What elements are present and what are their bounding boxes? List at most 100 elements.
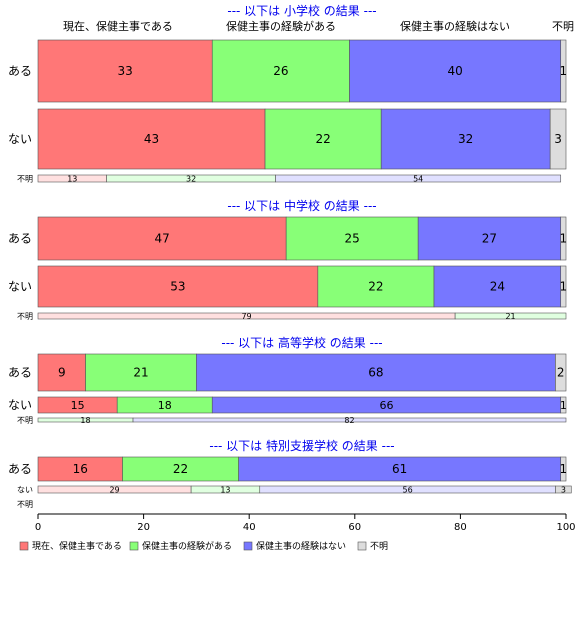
bar-segment [549, 108, 567, 170]
legend-swatch [129, 541, 139, 551]
bar-segment [85, 353, 197, 392]
data-label: 29 [109, 485, 119, 494]
row-label: ない [8, 132, 32, 146]
bar-segment [433, 265, 562, 308]
data-label: 1 [560, 399, 567, 412]
data-label: 66 [379, 399, 393, 412]
bar-segment [555, 485, 572, 494]
bar-segment [380, 108, 551, 170]
data-label: 26 [273, 64, 288, 78]
data-label: 82 [344, 416, 354, 425]
bar-segment [122, 456, 239, 482]
column-header-2: 保健主事の経験はない [400, 19, 510, 33]
bar-segment [560, 396, 567, 414]
x-tick-label: 100 [556, 522, 575, 533]
data-label: 61 [392, 462, 407, 476]
row-label: 不明 [17, 312, 33, 321]
legend-label: 現在、保健主事である [32, 540, 122, 552]
bar-segment [317, 265, 435, 308]
data-label: 43 [144, 132, 159, 146]
legend-label: 保健主事の経験がある [142, 540, 232, 552]
legend-swatch [19, 541, 29, 551]
data-label: 40 [447, 64, 462, 78]
data-label: 53 [170, 280, 185, 294]
bar-segment [560, 456, 567, 482]
bar-segment [285, 216, 419, 261]
bar-segment [560, 265, 567, 308]
bar-segment [238, 456, 562, 482]
bar-segment [37, 353, 86, 392]
row-label: ある [8, 64, 32, 78]
row-label: ある [8, 366, 32, 380]
data-label: 32 [186, 174, 196, 183]
x-tick-label: 20 [137, 522, 150, 533]
bar-segment [275, 174, 562, 183]
panel-title: --- 以下は 高等学校 の結果 --- [221, 335, 382, 350]
row-label: 不明 [17, 175, 33, 184]
data-label: 21 [133, 366, 148, 380]
x-tick-label: 60 [348, 522, 361, 533]
data-label: 33 [117, 64, 132, 78]
data-label: 1 [560, 462, 568, 476]
data-label: 18 [158, 399, 172, 412]
x-tick-label: 0 [35, 522, 41, 533]
data-label: 47 [154, 232, 169, 246]
bar-segment [417, 216, 562, 261]
column-header-3: 不明 [552, 20, 574, 33]
x-tick-label: 80 [454, 522, 467, 533]
data-label: 27 [482, 232, 497, 246]
panel-title: --- 以下は 特別支援学校 の結果 --- [209, 438, 394, 453]
panel-title: --- 以下は 小学校 の結果 --- [227, 3, 376, 18]
data-label: 2 [557, 366, 565, 380]
data-label: 15 [71, 399, 85, 412]
bar-segment [211, 39, 350, 103]
data-label: 1 [560, 64, 568, 78]
bar-segment [37, 216, 287, 261]
row-label: ある [8, 232, 32, 246]
bar-segment [37, 39, 213, 103]
data-label: 1 [560, 280, 568, 294]
bar-segment [349, 39, 562, 103]
bar-segment [454, 312, 567, 320]
bar-segment [37, 265, 319, 308]
data-label: 32 [458, 132, 473, 146]
data-label: 21 [505, 312, 515, 321]
data-label: 22 [368, 280, 383, 294]
data-label: 9 [58, 366, 66, 380]
row-label: ない [8, 398, 32, 412]
row-label: 不明 [17, 500, 33, 509]
legend-label: 不明 [370, 541, 388, 552]
legend-label: 保健主事の経験はない [256, 540, 346, 552]
bar-segment [37, 108, 266, 170]
row-label: 不明 [17, 416, 33, 425]
data-label: 22 [173, 462, 188, 476]
bar-segment [560, 39, 567, 103]
panel-title: --- 以下は 中学校 の結果 --- [227, 198, 376, 213]
row-label: ない [17, 486, 33, 495]
bar-segment [555, 353, 567, 392]
column-header-0: 現在、保健主事である [63, 19, 173, 33]
bar-segment [132, 417, 567, 423]
row-label: ある [8, 462, 32, 476]
data-label: 68 [368, 366, 383, 380]
data-label: 54 [413, 174, 423, 183]
column-header-1: 保健主事の経験がある [226, 19, 336, 33]
legend-swatch [243, 541, 253, 551]
data-label: 13 [220, 485, 230, 494]
data-label: 18 [80, 416, 90, 425]
data-label: 24 [490, 280, 505, 294]
data-label: 79 [241, 312, 251, 321]
data-label: 1 [560, 232, 568, 246]
data-label: 22 [315, 132, 330, 146]
x-tick-label: 40 [243, 522, 256, 533]
data-label: 3 [561, 485, 566, 494]
data-label: 56 [403, 485, 413, 494]
data-label: 25 [345, 232, 360, 246]
data-label: 16 [73, 462, 88, 476]
bar-segment [196, 353, 556, 392]
row-label: ない [8, 280, 32, 294]
data-label: 3 [554, 132, 562, 146]
legend-swatch [357, 541, 367, 551]
